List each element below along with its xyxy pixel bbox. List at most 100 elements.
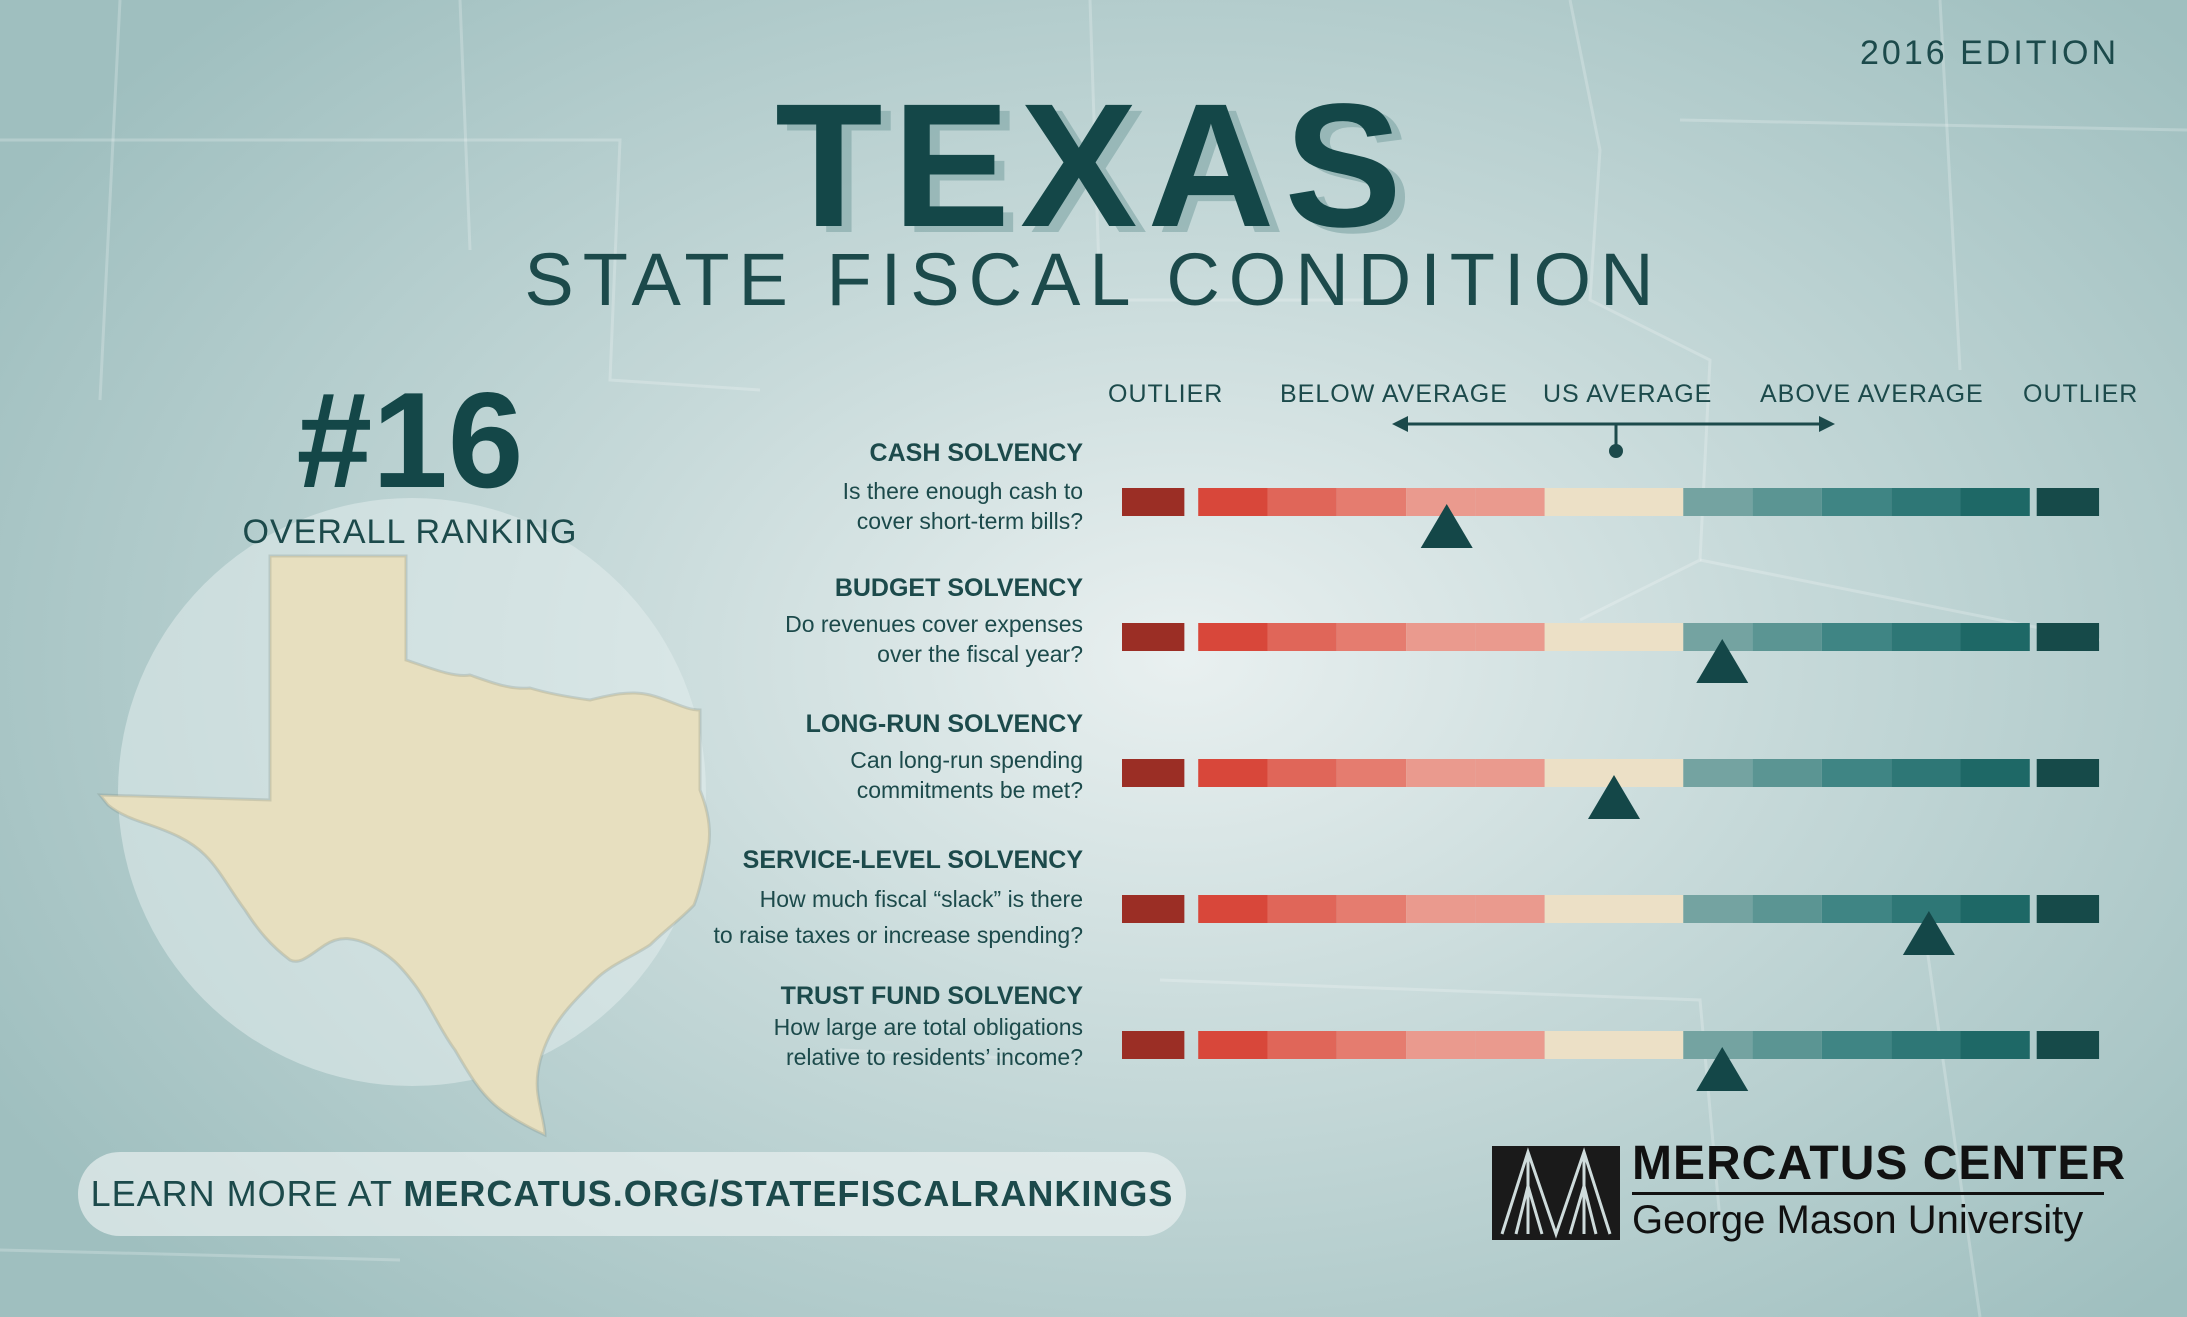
bar-segment: [1267, 1031, 1337, 1059]
bar-segment: [1683, 759, 1753, 787]
page-title: TEXAS: [775, 68, 1412, 264]
bar-segment: [1336, 1031, 1407, 1059]
bar-segment: [1544, 488, 1684, 516]
bar-segment: [1960, 895, 2030, 923]
score-marker: [1902, 911, 1955, 955]
bar-segment: [1122, 1031, 1185, 1059]
bar-segment: [1891, 488, 1961, 516]
bar-segment: [1122, 759, 1185, 787]
overall-rank: #16: [296, 364, 524, 516]
bar-segment: [1891, 623, 1961, 651]
logo-university: George Mason University: [1632, 1198, 2084, 1242]
learn-more-link[interactable]: MERCATUS.ORG/STATEFISCALRANKINGS: [403, 1173, 1174, 1214]
bar-segment: [1336, 759, 1407, 787]
bar-segment: [1198, 623, 1268, 651]
bar-segment: [1475, 1031, 1545, 1059]
bar-segment: [1752, 488, 1822, 516]
bar-segment: [1544, 895, 1684, 923]
bar-segment: [1960, 1031, 2030, 1059]
bar-segment: [1267, 895, 1337, 923]
bar-segment: [1752, 1031, 1822, 1059]
score-marker: [1420, 504, 1473, 548]
bar-segment: [1683, 488, 1753, 516]
bar-segment: [1891, 759, 1961, 787]
bar-segment: [1752, 895, 1822, 923]
logo-name: MERCATUS CENTER: [1632, 1137, 2127, 1190]
bar-segment: [1198, 759, 1268, 787]
bar-segment: [1267, 488, 1337, 516]
bar-segment: [1683, 895, 1753, 923]
average-dot: [1609, 444, 1623, 458]
bar-segment: [1821, 488, 1892, 516]
scale-label-outlier-low: OUTLIER: [1108, 380, 1224, 408]
overall-rank-label: OVERALL RANKING: [242, 513, 578, 551]
row-question-trust-fund-solvency: How large are total obligations relative…: [773, 1014, 1083, 1070]
bar-segment: [1198, 895, 1268, 923]
scale-label-above-average: ABOVE AVERAGE: [1760, 380, 1984, 408]
bar-segment: [1960, 623, 2030, 651]
row-title-budget-solvency: BUDGET SOLVENCY: [834, 574, 1083, 602]
score-marker: [1696, 1047, 1749, 1091]
bar-segment: [2036, 1031, 2100, 1059]
bar-segment: [1960, 488, 2030, 516]
bar-segment: [1475, 623, 1545, 651]
bar-segment: [1336, 623, 1407, 651]
bar-segment: [2036, 488, 2100, 516]
learn-more-prefix: LEARN MORE AT: [90, 1173, 404, 1214]
bar-segment: [1406, 1031, 1476, 1059]
bar-segment: [2036, 895, 2100, 923]
bar-segment: [1198, 1031, 1268, 1059]
arrow-left-icon: [1392, 416, 1408, 432]
bar-segment: [1891, 1031, 1961, 1059]
scale-label-us-average: US AVERAGE: [1543, 380, 1713, 408]
mercatus-logo-icon: [1492, 1146, 1620, 1240]
scale-label-outlier-high: OUTLIER: [2023, 380, 2139, 408]
row-question-long-run-solvency: Can long-run spending commitments be met…: [850, 747, 1083, 803]
row-question-budget-solvency: Do revenues cover expenses over the fisc…: [785, 611, 1083, 667]
row-title-service-level-solvency: SERVICE-LEVEL SOLVENCY: [742, 846, 1083, 874]
learn-more-banner[interactable]: LEARN MORE AT MERCATUS.ORG/STATEFISCALRA…: [78, 1152, 1186, 1236]
bar-segment: [1406, 759, 1476, 787]
bar-segment: [1475, 895, 1545, 923]
bar-segment: [1198, 488, 1268, 516]
bar-segment: [1122, 623, 1185, 651]
arrow-right-icon: [1819, 416, 1835, 432]
bar-segment: [1122, 488, 1185, 516]
logo-divider: [1632, 1192, 2104, 1195]
bar-segment: [1406, 488, 1476, 516]
bar-segment: [1544, 623, 1684, 651]
score-marker: [1696, 639, 1749, 683]
page-subtitle: STATE FISCAL CONDITION: [524, 238, 1663, 321]
bar-segment: [1122, 895, 1185, 923]
bar-segment: [1336, 895, 1407, 923]
bar-segment: [1821, 1031, 1892, 1059]
row-title-long-run-solvency: LONG-RUN SOLVENCY: [805, 710, 1083, 738]
bar-segment: [1821, 895, 1892, 923]
bar-segment: [2036, 623, 2100, 651]
bar-segment: [1752, 623, 1822, 651]
bar-segment: [1336, 488, 1407, 516]
row-title-cash-solvency: CASH SOLVENCY: [869, 439, 1083, 467]
bar-segment: [1406, 895, 1476, 923]
bar-segment: [1475, 488, 1545, 516]
score-marker: [1588, 775, 1640, 819]
bar-segment: [1821, 623, 1892, 651]
row-question-service-level-solvency: How much fiscal “slack” is there to rais…: [713, 886, 1084, 948]
row-question-cash-solvency: Is there enough cash to cover short-term…: [842, 478, 1083, 534]
row-title-trust-fund-solvency: TRUST FUND SOLVENCY: [780, 982, 1083, 1010]
bar-segment: [1821, 759, 1892, 787]
bar-segment: [1475, 759, 1545, 787]
scale-label-below-average: BELOW AVERAGE: [1280, 380, 1508, 408]
bar-segment: [1960, 759, 2030, 787]
bar-segment: [1267, 759, 1337, 787]
bar-segment: [1406, 623, 1476, 651]
bar-segment: [1267, 623, 1337, 651]
edition-label: 2016 EDITION: [1860, 34, 2119, 72]
bar-segment: [2036, 759, 2100, 787]
bar-segment: [1752, 759, 1822, 787]
